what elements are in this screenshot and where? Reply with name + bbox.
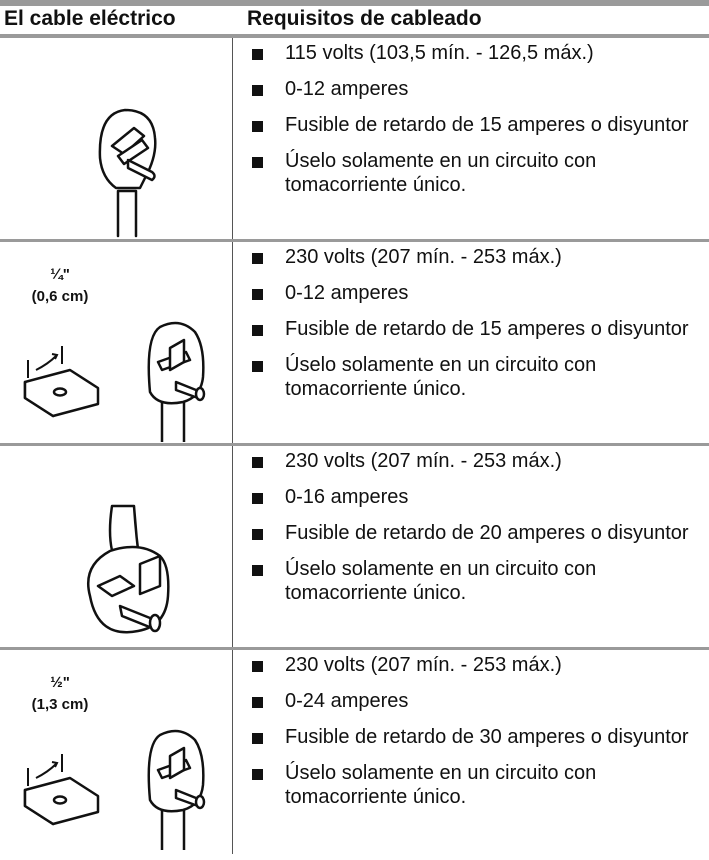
bullet <box>252 493 263 504</box>
requirement-text: 0-24 amperes <box>285 690 409 712</box>
bullet <box>252 457 263 468</box>
requirement-item: Úselo solamente en un circuito con tomac… <box>245 551 705 611</box>
requirement-text: 0-12 amperes <box>285 78 409 100</box>
requirements-list: 230 volts (207 mín. - 253 máx.) 0-16 ampe… <box>245 443 705 611</box>
dimension-metric: (0,6 cm) <box>31 288 89 305</box>
plug-drawing <box>23 321 206 444</box>
column-divider <box>232 38 233 242</box>
requirement-item: 230 volts (207 mín. - 253 máx.) <box>245 443 705 479</box>
requirement-text: Fusible de retardo de 30 amperes o disyu… <box>285 726 689 748</box>
plug-drawing <box>98 108 157 238</box>
dimension-fraction: ¼" <box>50 266 70 283</box>
requirement-text: Fusible de retardo de 15 amperes o disyu… <box>285 114 689 136</box>
cord-illustration <box>0 242 232 444</box>
bullet <box>252 121 263 132</box>
plug-drawing <box>23 729 206 852</box>
row-separator <box>0 647 709 650</box>
table-row: ½" (1,3 cm) 230 volts (207 mín. - 253 máx.… <box>0 650 709 854</box>
cord-illustration <box>0 446 232 646</box>
column-divider <box>232 446 233 650</box>
requirement-item: Úselo solamente en un circuito con tomac… <box>245 347 705 407</box>
requirement-text: 115 volts (103,5 mín. - 126,5 máx.) <box>285 42 594 64</box>
header-separator <box>0 34 709 38</box>
bullet <box>252 49 263 60</box>
bullet <box>252 253 263 264</box>
table-row: ¼" (0,6 cm) 230 volts (207 mín. - 253 máx.… <box>0 242 709 446</box>
bullet <box>252 289 263 300</box>
bullet <box>252 361 263 372</box>
requirements-list: 230 volts (207 mín. - 253 máx.) 0-24 ampe… <box>245 647 705 815</box>
requirement-text: Úselo solamente en un circuito con tomac… <box>285 558 597 604</box>
row-separator <box>0 239 709 242</box>
requirements-list: 230 volts (207 mín. - 253 máx.) 0-12 ampe… <box>245 239 705 407</box>
requirement-text: 230 volts (207 mín. - 253 máx.) <box>285 654 562 676</box>
requirement-text: 0-16 amperes <box>285 486 409 508</box>
top-bar <box>0 0 709 6</box>
requirement-text: Úselo solamente en un circuito con tomac… <box>285 762 597 808</box>
requirement-text: Úselo solamente en un circuito con tomac… <box>285 150 597 196</box>
requirement-item: Fusible de retardo de 15 amperes o disyu… <box>245 107 705 143</box>
table-row: 230 volts (207 mín. - 253 máx.) 0-16 ampe… <box>0 446 709 650</box>
requirement-item: 0-16 amperes <box>245 479 705 515</box>
dimension-metric: (1,3 cm) <box>31 696 89 713</box>
bullet <box>252 733 263 744</box>
bullet <box>252 529 263 540</box>
table-row: 115 volts (103,5 mín. - 126,5 máx.) 0-12 … <box>0 38 709 242</box>
column-header: Requisitos de cableado <box>247 7 482 30</box>
requirement-item: Úselo solamente en un circuito con tomac… <box>245 143 705 203</box>
requirement-item: Úselo solamente en un circuito con tomac… <box>245 755 705 815</box>
requirement-item: 0-24 amperes <box>245 683 705 719</box>
dimension-fraction: ½" <box>50 674 70 691</box>
bullet <box>252 661 263 672</box>
requirements-list: 115 volts (103,5 mín. - 126,5 máx.) 0-12 … <box>245 35 705 203</box>
bullet <box>252 157 263 168</box>
requirement-text: 230 volts (207 mín. - 253 máx.) <box>285 246 562 268</box>
requirement-text: 0-12 amperes <box>285 282 409 304</box>
requirement-text: 230 volts (207 mín. - 253 máx.) <box>285 450 562 472</box>
plug-drawing <box>87 504 170 634</box>
bullet <box>252 565 263 576</box>
bullet <box>252 769 263 780</box>
row-separator <box>0 443 709 446</box>
requirement-item: Fusible de retardo de 30 amperes o disyu… <box>245 719 705 755</box>
column-header: El cable eléctrico <box>4 7 176 30</box>
requirement-item: Fusible de retardo de 20 amperes o disyu… <box>245 515 705 551</box>
bullet <box>252 85 263 96</box>
requirement-text: Fusible de retardo de 15 amperes o disyu… <box>285 318 689 340</box>
requirement-item: Fusible de retardo de 15 amperes o disyu… <box>245 311 705 347</box>
requirement-item: 115 volts (103,5 mín. - 126,5 máx.) <box>245 35 705 71</box>
bullet <box>252 697 263 708</box>
column-divider <box>232 242 233 446</box>
cord-illustration <box>0 38 232 238</box>
requirement-item: 0-12 amperes <box>245 71 705 107</box>
requirement-text: Úselo solamente en un circuito con tomac… <box>285 354 597 400</box>
requirement-item: 230 volts (207 mín. - 253 máx.) <box>245 647 705 683</box>
cord-illustration <box>0 650 232 852</box>
requirement-item: 0-12 amperes <box>245 275 705 311</box>
requirement-text: Fusible de retardo de 20 amperes o disyu… <box>285 522 689 544</box>
bullet <box>252 325 263 336</box>
column-divider <box>232 650 233 854</box>
requirement-item: 230 volts (207 mín. - 253 máx.) <box>245 239 705 275</box>
